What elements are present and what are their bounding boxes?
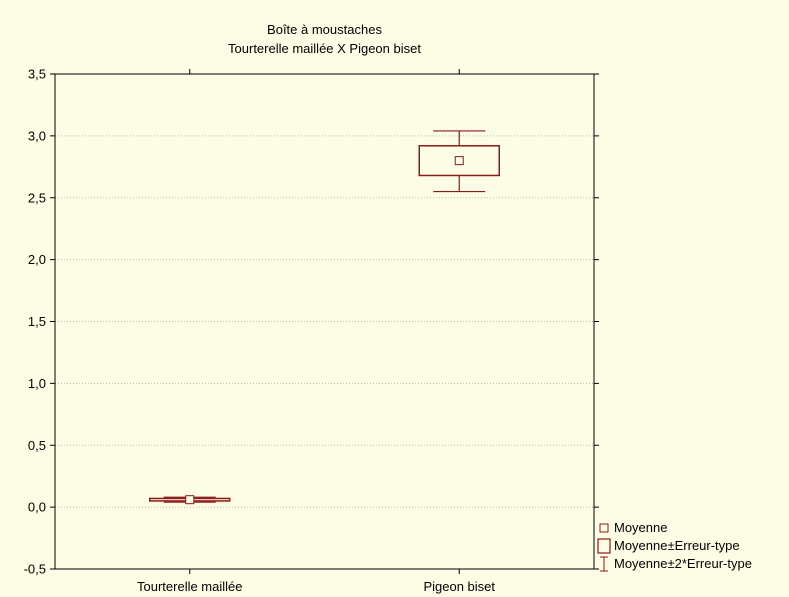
- legend: Moyenne Moyenne±Erreur-type Moyenne±2*Er…: [596, 519, 752, 573]
- legend-item-box: Moyenne±Erreur-type: [596, 537, 752, 555]
- legend-label-mean: Moyenne: [614, 520, 668, 535]
- legend-item-mean: Moyenne: [596, 519, 752, 537]
- chart-title: Boîte à moustaches: [267, 22, 382, 37]
- y-tick-label: 1,5: [28, 314, 46, 329]
- mean-marker-icon: [599, 523, 609, 533]
- y-tick-label: 0,5: [28, 438, 46, 453]
- plot-area: [55, 74, 594, 569]
- box: [418, 145, 500, 177]
- mean-marker: [454, 156, 464, 166]
- x-tick-label: Tourterelle maillée: [137, 579, 243, 594]
- chart-title-block: Boîte à moustaches Tourterelle maillée X…: [55, 20, 594, 58]
- whisker-icon: [600, 556, 608, 572]
- legend-label-whisker: Moyenne±2*Erreur-type: [614, 556, 752, 571]
- legend-label-box: Moyenne±Erreur-type: [614, 538, 740, 553]
- box-icon: [597, 538, 611, 554]
- y-tick-label: 0,0: [28, 500, 46, 515]
- mean-marker: [185, 495, 195, 505]
- y-tick-label: 2,5: [28, 190, 46, 205]
- x-tick-label: Pigeon biset: [423, 579, 495, 594]
- plot-frame: [54, 73, 595, 570]
- legend-item-whisker: Moyenne±2*Erreur-type: [596, 555, 752, 573]
- y-tick-label: -0,5: [24, 562, 46, 577]
- y-tick-label: 3,5: [28, 67, 46, 82]
- chart-subtitle: Tourterelle maillée X Pigeon biset: [228, 41, 421, 56]
- y-tick-label: 3,0: [28, 128, 46, 143]
- y-tick-label: 1,0: [28, 376, 46, 391]
- y-tick-label: 2,0: [28, 252, 46, 267]
